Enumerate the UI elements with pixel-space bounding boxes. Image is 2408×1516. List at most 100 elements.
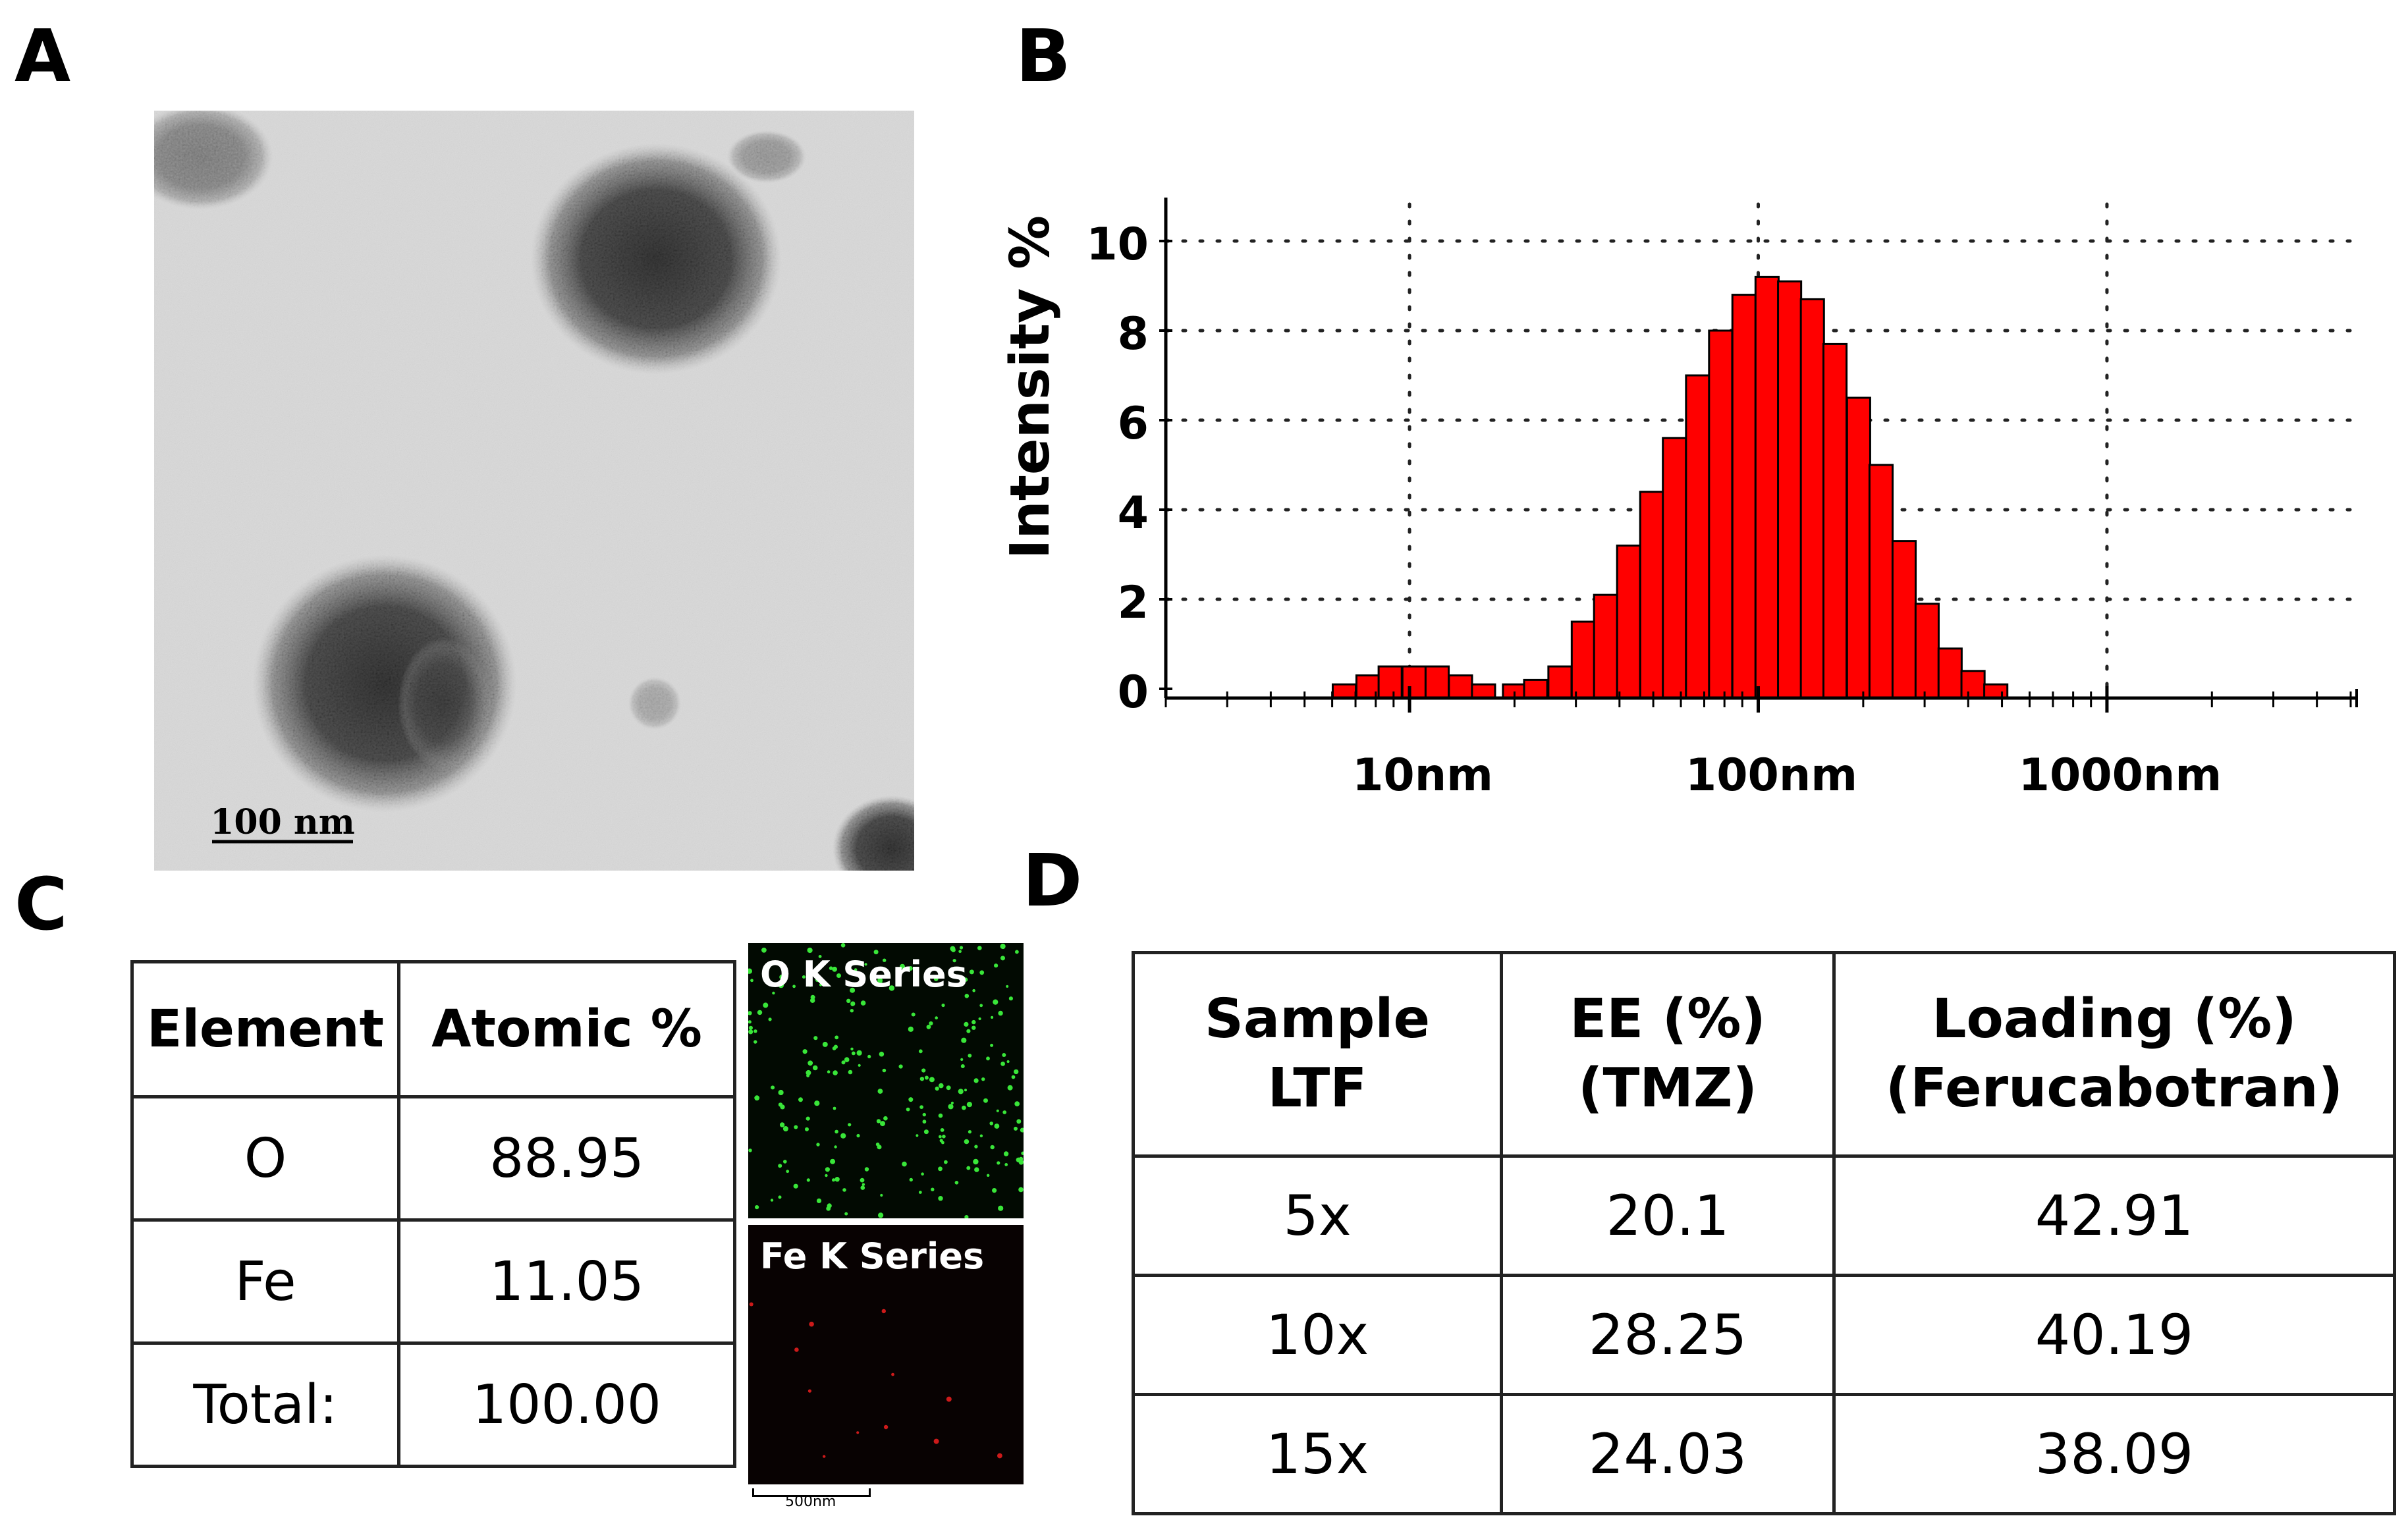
eds-signal-dot: [748, 1149, 752, 1152]
eds-signal-dot: [805, 1127, 809, 1131]
eds-signal-dot: [778, 1164, 782, 1168]
eds-signal-dot: [981, 1077, 985, 1081]
table-header-row: Element Atomic %: [130, 960, 736, 1098]
chart-ylabel: Intensity %: [999, 215, 1062, 559]
eds-signal-dot: [763, 1002, 769, 1008]
eds-signal-dot: [783, 1160, 787, 1164]
eds-signal-dot: [856, 1050, 862, 1056]
eds-signal-dot: [840, 943, 846, 948]
eds-signal-dot: [938, 1196, 943, 1201]
eds-signal-dot: [935, 1016, 938, 1019]
eds-signal-dot: [809, 1321, 814, 1327]
eds-map-oxygen: O K Series: [748, 943, 1024, 1218]
eds-signal-dot: [806, 1069, 811, 1075]
eds-signal-dot: [978, 1017, 981, 1021]
eds-signal-dot: [778, 982, 784, 988]
eds-signal-dot: [814, 1100, 820, 1106]
eds-signal-dot: [794, 1125, 798, 1129]
eds-signal-dot: [958, 950, 962, 954]
eds-signal-dot: [873, 950, 879, 955]
eds-signal-dot: [1015, 950, 1019, 954]
eds-signal-dot: [941, 1003, 945, 1008]
eds-signal-dot: [926, 1025, 931, 1029]
histogram-bar: [1471, 683, 1496, 699]
cell-sample: 15x: [1132, 1393, 1503, 1515]
eds-signal-dot: [991, 1015, 994, 1019]
eds-signal-dot: [841, 1060, 846, 1065]
eds-signal-dot: [992, 1188, 997, 1193]
eds-signal-dot: [918, 1191, 922, 1194]
eds-signal-dot: [882, 1068, 887, 1073]
table-header-row: Sample LTF EE (%) (TMZ) Loading (%) (Fer…: [1132, 951, 2396, 1158]
eds-signal-dot: [906, 1107, 910, 1112]
eds-signal-dot: [802, 975, 806, 979]
eds-signal-dot: [938, 1113, 943, 1118]
column-header-atomic: Atomic %: [397, 960, 736, 1098]
table-row: Fe 11.05: [130, 1218, 736, 1345]
eds-signal-dot: [851, 1051, 856, 1056]
eds-signal-dot: [834, 1145, 837, 1149]
eds-signal-dot: [918, 1049, 923, 1054]
eds-signal-dot: [748, 1025, 753, 1030]
eds-signal-dot: [974, 1167, 979, 1172]
eds-signal-dot: [827, 1070, 831, 1073]
eds-signal-dot: [878, 980, 883, 985]
eds-signal-dot: [844, 1057, 850, 1062]
eds-signal-dot: [966, 1102, 972, 1108]
histogram-bar: [1547, 665, 1573, 699]
eds-signal-dot: [778, 1089, 784, 1096]
eds-signal-dot: [825, 1167, 830, 1172]
cell-loading: 42.91: [1832, 1154, 2396, 1277]
histogram-bar: [1868, 464, 1894, 699]
eds-signal-dot: [786, 1170, 790, 1174]
eds-signal-dot: [883, 958, 887, 962]
histogram-bar: [1822, 342, 1848, 699]
panel-label-b: B: [1016, 14, 1071, 98]
eds-signal-dot: [929, 1021, 933, 1026]
eds-signal-dot: [940, 1128, 944, 1132]
eds-signal-dot: [1020, 1127, 1024, 1133]
eds-signal-dot: [883, 1116, 888, 1121]
column-header-loading: Loading (%) (Ferucabotran): [1832, 951, 2396, 1158]
eds-signal-dot: [941, 1141, 944, 1145]
histogram-bar: [1377, 665, 1403, 699]
cell-loading: 40.19: [1832, 1274, 2396, 1396]
eds-signal-dot: [1021, 1151, 1024, 1155]
eds-signal-dot: [900, 963, 905, 969]
table-row: 10x 28.25 40.19: [1132, 1274, 2396, 1396]
eds-signal-dot: [909, 1178, 913, 1182]
table-row: 15x 24.03 38.09: [1132, 1393, 2396, 1515]
cell-atomic: 88.95: [397, 1095, 736, 1222]
eds-signal-dot: [856, 1133, 860, 1138]
histogram-bar: [1799, 298, 1825, 699]
eds-signal-dot: [1016, 1119, 1022, 1124]
histogram-bar: [1731, 294, 1757, 699]
eds-signal-dot: [809, 984, 812, 987]
eds-signal-dot: [959, 946, 964, 950]
eds-signal-dot: [998, 1205, 1004, 1211]
eds-signal-dot: [829, 966, 833, 970]
eds-signal-dot: [938, 1166, 943, 1172]
eds-signal-dot: [908, 1026, 914, 1032]
eds-signal-dot: [1004, 1163, 1008, 1166]
eds-signal-dot: [1014, 1101, 1020, 1106]
eds-title-oxygen: O K Series: [760, 954, 968, 995]
eds-signal-dot: [958, 1089, 964, 1095]
eds-signal-dot: [832, 966, 837, 972]
eds-signal-dot: [933, 977, 939, 981]
eds-signal-dot: [864, 1167, 869, 1172]
eds-signal-dot: [813, 1036, 818, 1041]
eds-signal-dot: [770, 1199, 774, 1202]
eds-signal-dot: [962, 1105, 966, 1110]
eds-signal-dot: [969, 969, 974, 975]
eds-signal-dot: [880, 1193, 883, 1197]
eds-signal-dot: [782, 1126, 788, 1131]
eds-map-iron: Fe K Series: [748, 1225, 1024, 1484]
eds-signal-dot: [867, 1054, 871, 1058]
eds-signal-dot: [924, 1075, 929, 1080]
header-line: (TMZ): [1578, 1057, 1757, 1120]
eds-signal-dot: [836, 973, 841, 978]
eds-signal-dot: [994, 963, 999, 968]
cell-element: Total:: [130, 1341, 400, 1468]
eds-signal-dot: [779, 974, 784, 980]
